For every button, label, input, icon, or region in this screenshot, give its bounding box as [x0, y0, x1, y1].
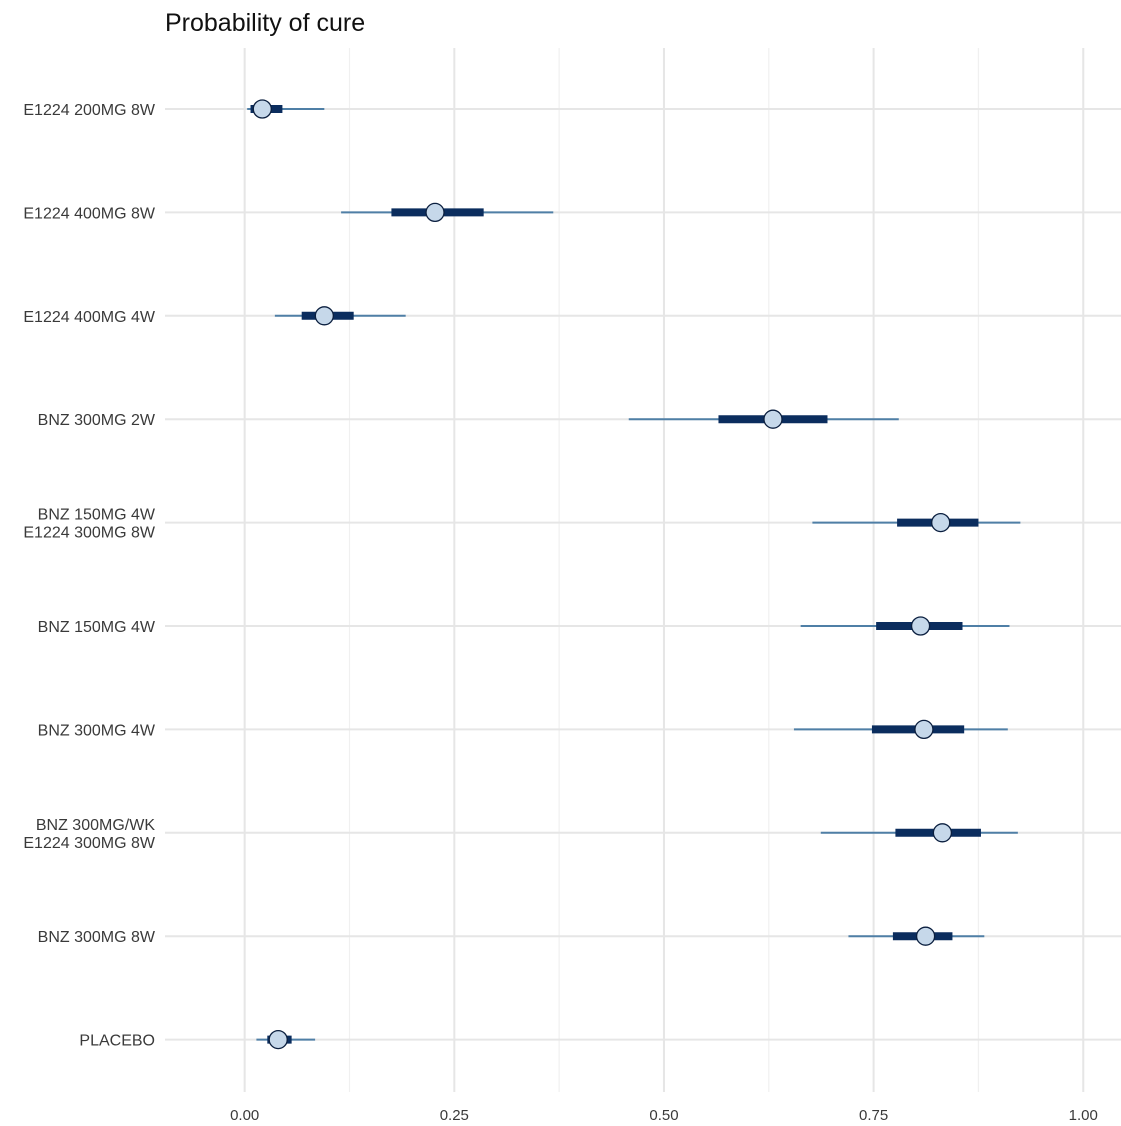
- median-point: [915, 926, 936, 946]
- y-axis-label: E1224 400MG 8W: [23, 205, 156, 222]
- estimate-row: [800, 616, 1010, 636]
- y-axis-label: BNZ 300MG 2W: [38, 412, 156, 429]
- median-point: [314, 306, 334, 326]
- median-point: [252, 99, 272, 119]
- median-point: [932, 823, 953, 843]
- x-tick-label: 0.50: [649, 1107, 678, 1124]
- estimate-row: [820, 823, 1018, 843]
- x-axis-tick-labels: 0.00 0.25 0.50 0.75 1.00: [230, 1107, 1098, 1124]
- x-tick-label: 1.00: [1069, 1107, 1098, 1124]
- median-point: [268, 1029, 288, 1050]
- estimate-row: [848, 926, 985, 946]
- estimate-row: [628, 409, 899, 429]
- x-tick-label: 0.75: [859, 1107, 888, 1124]
- median-point: [763, 409, 783, 429]
- y-axis-label: BNZ 300MG 4W: [38, 722, 156, 739]
- y-axis-label: BNZ 150MG 4W: [38, 619, 156, 636]
- estimate-row: [256, 1029, 316, 1050]
- y-axis-label: E1224 400MG 4W: [23, 309, 156, 326]
- vertical-gridlines: [243, 48, 1085, 1092]
- median-point: [931, 512, 951, 533]
- estimate-row: [793, 719, 1008, 740]
- y-axis-label: PLACEBO: [79, 1033, 155, 1050]
- median-point: [910, 616, 931, 636]
- x-tick-label: 0.00: [230, 1107, 259, 1124]
- y-axis-label: BNZ 300MG/WK E1224 300MG 8W: [23, 817, 156, 852]
- estimate-row: [247, 99, 325, 119]
- median-point: [914, 719, 934, 740]
- estimate-rows: [247, 99, 1021, 1050]
- estimate-row: [341, 202, 554, 223]
- median-point: [425, 202, 445, 223]
- y-axis-labels: E1224 200MG 8W E1224 400MG 8W E1224 400MG …: [23, 102, 156, 1050]
- estimate-row: [812, 512, 1021, 533]
- x-tick-label: 0.25: [440, 1107, 469, 1124]
- y-axis-label: BNZ 150MG 4W E1224 300MG 8W: [23, 507, 156, 542]
- horizontal-gridlines: [165, 108, 1121, 1041]
- y-axis-label: BNZ 300MG 8W: [38, 929, 156, 946]
- estimate-row: [274, 306, 406, 326]
- chart-title: Probability of cure: [165, 9, 365, 37]
- y-axis-label: E1224 200MG 8W: [23, 102, 156, 119]
